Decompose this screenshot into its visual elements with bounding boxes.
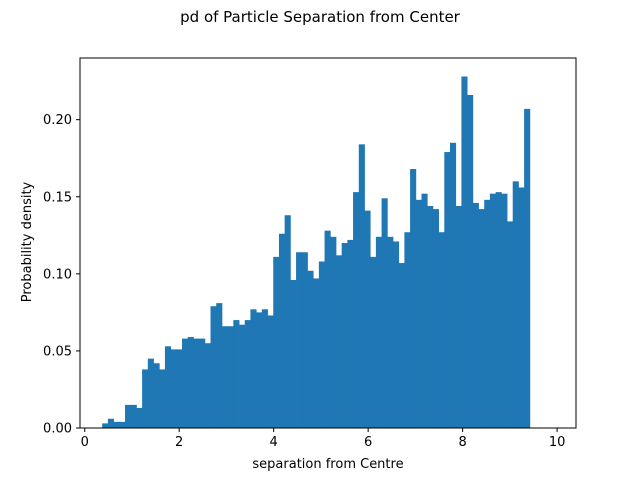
x-axis-label: separation from Centre: [252, 457, 403, 472]
histogram-bar: [159, 369, 166, 428]
histogram-bar: [472, 202, 479, 428]
histogram-bar: [267, 315, 274, 428]
histogram-bar: [438, 232, 445, 428]
histogram-bar: [187, 337, 194, 428]
histogram-bar: [524, 108, 531, 429]
histogram-bar: [296, 252, 303, 428]
histogram-bar: [489, 193, 497, 428]
histogram-bar: [318, 261, 325, 428]
histogram-bar: [119, 421, 126, 428]
y-tick-label: 0.10: [43, 267, 72, 282]
histogram-bar: [278, 233, 286, 428]
histogram-bar: [244, 320, 251, 428]
histogram-bar: [204, 343, 211, 428]
histogram-bar: [113, 421, 120, 428]
histogram-bar: [147, 358, 154, 429]
histogram-bar: [290, 280, 297, 428]
x-tick-label: 10: [549, 435, 566, 450]
histogram-bar: [199, 338, 206, 428]
x-tick-label: 8: [458, 435, 466, 450]
histogram-bar: [381, 198, 388, 428]
histogram-bar: [216, 303, 223, 429]
histogram-bar: [398, 263, 405, 428]
histogram-bars: [102, 76, 531, 429]
x-tick-label: 6: [364, 435, 372, 450]
histogram-bar: [250, 309, 257, 428]
histogram-bar: [421, 193, 428, 428]
histogram-bar: [347, 239, 354, 428]
histogram-bar: [501, 193, 508, 428]
histogram-bar: [130, 404, 137, 429]
histogram-bar: [176, 349, 183, 429]
histogram-bar: [358, 144, 365, 428]
histogram-bar: [455, 206, 462, 428]
histogram-bar: [353, 192, 360, 428]
histogram-bar: [450, 142, 457, 429]
histogram-bar: [392, 241, 400, 428]
histogram-bar: [239, 324, 246, 428]
histogram-bar: [153, 363, 160, 428]
histogram-bar: [364, 210, 371, 428]
histogram-bar: [410, 169, 417, 428]
histogram-bar: [307, 270, 314, 428]
y-tick-label: 0.00: [43, 422, 72, 437]
histogram-bar: [404, 232, 411, 428]
y-axis-label: Probability density: [20, 181, 35, 302]
chart-title: pd of Particle Separation from Center: [180, 8, 461, 26]
histogram-bar: [256, 312, 263, 429]
y-tick-label: 0.20: [43, 113, 72, 128]
histogram-bar: [261, 309, 268, 428]
histogram-bar: [330, 236, 337, 428]
histogram-bar: [273, 256, 280, 429]
histogram-bar: [107, 418, 114, 428]
histogram-bar: [387, 236, 394, 428]
histogram-bar: [484, 199, 491, 428]
histogram-bar: [221, 326, 229, 428]
histogram-bar: [335, 255, 343, 428]
histogram-bar: [170, 349, 177, 429]
histogram-bar: [182, 338, 189, 428]
histogram-bar: [210, 306, 217, 428]
plot-frame: [79, 57, 577, 429]
histogram-bar: [313, 278, 320, 428]
histogram-bar: [142, 369, 149, 428]
histogram-bar: [227, 326, 234, 428]
histogram-bar: [193, 338, 200, 428]
histogram-bar: [324, 230, 331, 428]
histogram-bar: [518, 187, 525, 428]
histogram-bar: [233, 320, 240, 428]
histogram-bar: [102, 423, 109, 429]
x-tick-label: 0: [81, 435, 89, 450]
histogram-bar: [284, 215, 291, 428]
x-tick-label: 2: [175, 435, 183, 450]
histogram-bar: [164, 346, 172, 428]
histogram-bar: [507, 221, 514, 428]
y-tick-label: 0.15: [43, 190, 72, 205]
histogram-bar: [370, 256, 377, 429]
histogram-bar: [461, 76, 468, 428]
histogram-bar: [136, 407, 143, 428]
y-tick-label: 0.05: [43, 344, 72, 359]
histogram-bar: [432, 209, 439, 428]
histogram-bar: [125, 404, 132, 429]
histogram-bar: [444, 152, 451, 429]
x-axis-ticks: 0 2 4 6 8 10: [81, 428, 566, 450]
histogram-bar: [375, 236, 382, 428]
histogram-bar: [478, 209, 485, 428]
histogram-bar: [427, 206, 434, 428]
histogram-bar: [467, 95, 474, 428]
x-tick-label: 4: [270, 435, 278, 450]
y-axis-ticks: 0.00 0.05 0.10 0.15 0.20: [43, 113, 80, 437]
histogram-bar: [495, 192, 502, 428]
histogram-bar: [512, 181, 519, 428]
histogram-bar: [301, 252, 308, 428]
histogram-bar: [415, 199, 422, 428]
histogram-bar: [341, 243, 348, 428]
